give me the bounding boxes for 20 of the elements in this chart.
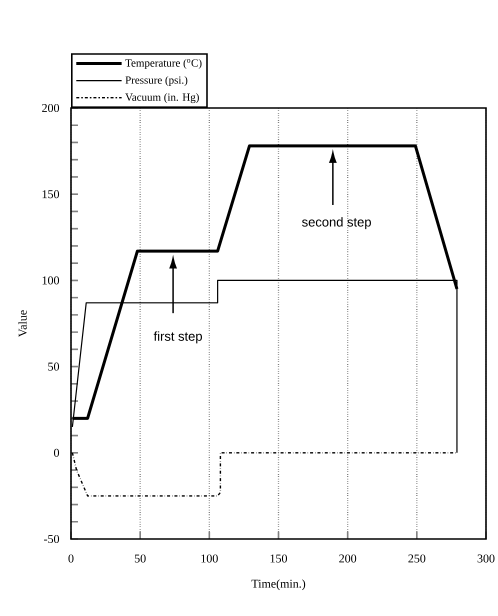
legend-label: Temperature ($^{o}$C) [125,59,202,69]
x-tick-label: 200 [339,554,356,563]
y-tick-label: 0 [54,448,59,457]
y-tick-label: -50 [44,534,59,544]
y-tick-label: 100 [42,276,59,284]
x-tick-label: 50 [134,554,146,563]
annotation: second step [302,217,371,230]
annotation: first step [154,331,202,344]
x-tick-label: 150 [270,554,287,563]
x-tick-label: 0 [68,554,74,563]
y-tick-label: 200 [42,104,59,112]
legend-label: Vacuum (in. Hg) [125,93,199,104]
x-tick-label: 250 [408,554,426,563]
y-axis-title: Value [18,310,27,337]
x-tick-label: 300 [477,554,494,563]
legend-label: Pressure (psi.) [125,76,188,86]
y-tick-label: 150 [42,190,59,198]
x-axis-title: Time(min.) [251,579,306,590]
x-tick-label: 100 [201,554,218,563]
y-tick-label: 50 [48,362,59,371]
